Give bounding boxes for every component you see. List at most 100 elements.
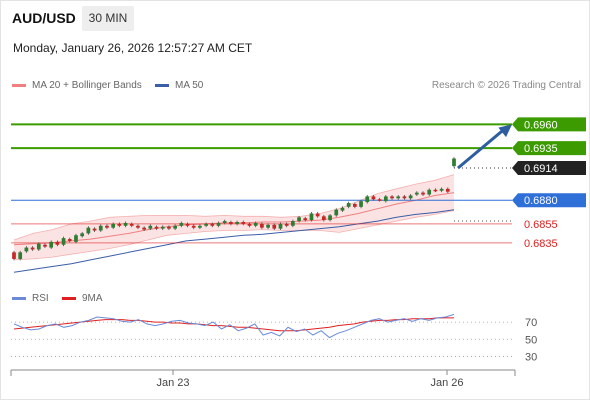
ma50-swatch <box>155 83 169 87</box>
candle <box>24 246 29 253</box>
ma20-line <box>13 192 455 246</box>
candle <box>191 224 196 230</box>
candle-body <box>198 225 202 228</box>
candle <box>427 188 432 196</box>
level-tag <box>512 117 586 132</box>
bollinger-swatch <box>12 83 26 87</box>
candle-body <box>136 225 140 228</box>
candle-body <box>86 227 91 234</box>
candle-body <box>204 223 208 226</box>
rsi-tick-label: 30 <box>525 351 537 363</box>
time-axis-label: Jan 26 <box>430 377 463 389</box>
level-tag <box>512 161 586 175</box>
candle <box>198 224 202 230</box>
candle-body <box>266 224 270 228</box>
candle <box>98 224 103 232</box>
bollinger-label: MA 20 + Bollinger Bands <box>32 80 142 91</box>
candle <box>222 219 227 225</box>
candle-body <box>105 225 109 228</box>
candle-body <box>334 209 339 216</box>
level-label: 0.6914 <box>524 163 558 175</box>
candle-body <box>408 195 413 199</box>
candle-body <box>229 222 233 224</box>
candle <box>185 222 190 228</box>
candle <box>352 202 357 209</box>
candle <box>328 213 332 222</box>
candle-body <box>191 225 196 228</box>
candle-body <box>340 207 345 211</box>
candle-body <box>30 247 35 250</box>
candle <box>439 187 444 193</box>
candle-body <box>439 188 444 191</box>
candle <box>117 222 122 228</box>
candle-body <box>235 222 239 224</box>
candle-body <box>92 228 97 231</box>
level-0.6880: 0.6880 <box>11 193 586 208</box>
candle <box>160 225 165 231</box>
candle-body <box>24 247 29 252</box>
level-label: 0.6880 <box>524 195 558 207</box>
candle <box>291 219 295 228</box>
rsi-tick-label: 50 <box>525 334 537 346</box>
candle-body <box>36 243 41 250</box>
candle <box>408 194 413 200</box>
rsi-label: RSI <box>32 293 49 304</box>
candle-body <box>185 223 190 226</box>
candle-body <box>328 215 332 221</box>
candle-body <box>278 223 283 229</box>
candle <box>105 224 109 230</box>
candle-body <box>383 196 388 202</box>
candle-body <box>315 213 320 217</box>
candle-body <box>352 204 357 207</box>
candle <box>67 237 72 243</box>
candle-body <box>291 221 295 226</box>
forecast-arrow-shaft <box>457 128 505 170</box>
candle <box>148 224 153 231</box>
candle-body <box>179 222 184 226</box>
candle-body <box>111 223 116 228</box>
level-label: 0.6835 <box>524 238 558 250</box>
candle-body <box>142 227 146 230</box>
candle-body <box>129 223 134 226</box>
candle <box>303 216 308 222</box>
candle-body <box>427 189 432 195</box>
legend-rsi: RSI <box>12 293 49 304</box>
candle <box>216 221 221 228</box>
candle-body <box>222 221 227 223</box>
candle-body <box>377 199 382 201</box>
candle <box>396 195 401 200</box>
candle <box>315 212 320 218</box>
candle-body <box>55 241 60 245</box>
candle <box>322 214 326 222</box>
level-0.6935: 0.6935 <box>11 141 586 156</box>
candle-body <box>260 223 264 228</box>
candle <box>30 246 35 251</box>
candle-body <box>390 196 394 199</box>
candle-body <box>49 241 54 248</box>
candle <box>346 201 351 209</box>
candle <box>36 242 41 251</box>
level-label: 0.6935 <box>524 143 558 155</box>
candle <box>235 220 239 226</box>
bollinger-upper-line <box>13 174 455 241</box>
forecast-arrow-head <box>498 124 512 138</box>
candle <box>80 231 85 238</box>
candle <box>383 195 388 203</box>
level-label: 0.6960 <box>524 119 558 131</box>
timeframe-button[interactable]: 30 MIN <box>82 6 134 31</box>
candle-body <box>173 225 177 229</box>
candle <box>278 222 283 231</box>
legend-bollinger: MA 20 + Bollinger Bands <box>12 80 142 91</box>
candle <box>241 220 246 226</box>
level-0.6914: 0.6914 <box>454 161 586 175</box>
candle-body <box>359 201 363 207</box>
candle-body <box>67 239 72 241</box>
datetime-label: Monday, January 26, 2026 12:57:27 AM CET <box>13 41 253 55</box>
legend-9ma: 9MA <box>62 293 103 304</box>
level-tag <box>512 141 586 156</box>
credit-label: Research © 2026 Trading Central <box>431 80 581 91</box>
candle-body <box>421 192 425 195</box>
candle-body <box>98 225 103 231</box>
candle <box>74 233 78 244</box>
